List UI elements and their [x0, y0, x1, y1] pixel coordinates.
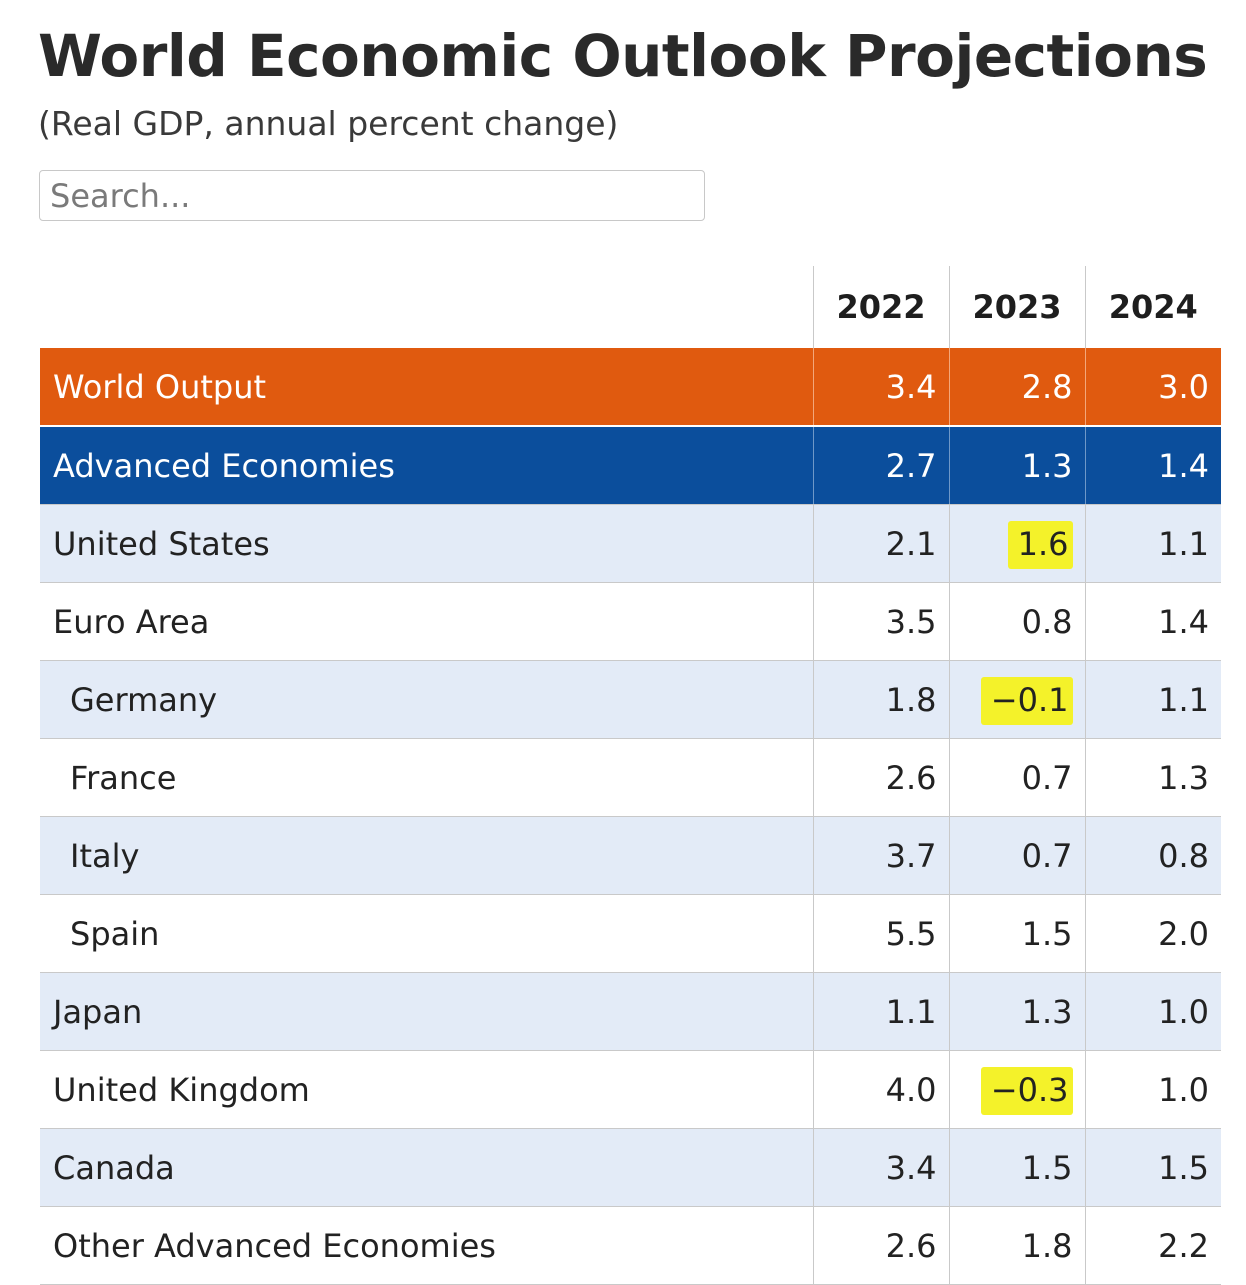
- page-subtitle: (Real GDP, annual percent change): [38, 104, 619, 143]
- table-row-advanced-economies: Advanced Economies 2.7 1.3 1.4: [40, 426, 1221, 505]
- table-row-world-output: World Output 3.4 2.8 3.0: [40, 348, 1221, 427]
- table-header-row: 2022 2023 2024: [40, 266, 1221, 348]
- row-name: Japan: [40, 972, 813, 1051]
- row-name: Italy: [40, 816, 813, 895]
- value-2023: 1.3: [948, 972, 1085, 1051]
- value-2022: 2.7: [812, 426, 949, 505]
- value-2022: 3.5: [812, 582, 949, 661]
- value-2023: 0.7: [948, 738, 1085, 817]
- table-row-euro-area: Euro Area 3.5 0.8 1.4: [40, 582, 1221, 661]
- value-2022: 3.4: [812, 1128, 949, 1207]
- row-name: United Kingdom: [40, 1050, 813, 1129]
- row-name: France: [40, 738, 813, 817]
- header-2023[interactable]: 2023: [948, 266, 1085, 348]
- value-2023: 1.8: [948, 1206, 1085, 1285]
- value-2023: 0.7: [948, 816, 1085, 895]
- header-2022[interactable]: 2022: [812, 266, 949, 348]
- row-name: Advanced Economies: [40, 426, 813, 505]
- highlighted-value: 1.6: [1007, 520, 1073, 569]
- value-2023: 1.6: [948, 504, 1085, 583]
- value-2024: 0.8: [1084, 816, 1221, 895]
- value-2023: 2.8: [948, 348, 1085, 427]
- table-row-united-kingdom: United Kingdom 4.0 −0.3 1.0: [40, 1050, 1221, 1129]
- row-name: World Output: [40, 348, 813, 427]
- projections-table-container: 2022 2023 2024 World Output 3.4 2.8 3.0 …: [40, 266, 1221, 1285]
- value-2023: 1.5: [948, 1128, 1085, 1207]
- highlighted-value: −0.3: [980, 1066, 1073, 1115]
- value-2024: 1.3: [1084, 738, 1221, 817]
- table-row-italy: Italy 3.7 0.7 0.8: [40, 816, 1221, 895]
- value-2022: 3.4: [812, 348, 949, 427]
- value-2023: 0.8: [948, 582, 1085, 661]
- value-2023: 1.3: [948, 426, 1085, 505]
- value-2024: 1.4: [1084, 426, 1221, 505]
- value-2022: 5.5: [812, 894, 949, 973]
- value-2023: −0.3: [948, 1050, 1085, 1129]
- search-input[interactable]: [39, 170, 705, 221]
- value-2022: 2.6: [812, 738, 949, 817]
- value-2024: 2.0: [1084, 894, 1221, 973]
- value-2024: 3.0: [1084, 348, 1221, 427]
- value-2023: 1.5: [948, 894, 1085, 973]
- row-name: Germany: [40, 660, 813, 739]
- value-2024: 1.0: [1084, 1050, 1221, 1129]
- value-2024: 1.1: [1084, 660, 1221, 739]
- row-name: Euro Area: [40, 582, 813, 661]
- value-2024: 1.4: [1084, 582, 1221, 661]
- row-name: Other Advanced Economies: [40, 1206, 813, 1285]
- table-row-japan: Japan 1.1 1.3 1.0: [40, 972, 1221, 1051]
- row-name: United States: [40, 504, 813, 583]
- value-2022: 2.1: [812, 504, 949, 583]
- value-2024: 1.0: [1084, 972, 1221, 1051]
- value-2023: −0.1: [948, 660, 1085, 739]
- value-2022: 1.8: [812, 660, 949, 739]
- header-2024[interactable]: 2024: [1084, 266, 1221, 348]
- table-row-germany: Germany 1.8 −0.1 1.1: [40, 660, 1221, 739]
- value-2024: 1.1: [1084, 504, 1221, 583]
- table-row-france: France 2.6 0.7 1.3: [40, 738, 1221, 817]
- projections-table: 2022 2023 2024 World Output 3.4 2.8 3.0 …: [40, 266, 1221, 1285]
- table-row-united-states: United States 2.1 1.6 1.1: [40, 504, 1221, 583]
- table-row-other-advanced-economies: Other Advanced Economies 2.6 1.8 2.2: [40, 1206, 1221, 1285]
- value-2022: 4.0: [812, 1050, 949, 1129]
- value-2024: 1.5: [1084, 1128, 1221, 1207]
- value-2022: 3.7: [812, 816, 949, 895]
- table-row-canada: Canada 3.4 1.5 1.5: [40, 1128, 1221, 1207]
- row-name: Canada: [40, 1128, 813, 1207]
- page-title: World Economic Outlook Projections: [38, 22, 1208, 90]
- table-row-spain: Spain 5.5 1.5 2.0: [40, 894, 1221, 973]
- value-2022: 2.6: [812, 1206, 949, 1285]
- header-country: [40, 266, 813, 348]
- value-2024: 2.2: [1084, 1206, 1221, 1285]
- highlighted-value: −0.1: [980, 676, 1073, 725]
- value-2022: 1.1: [812, 972, 949, 1051]
- row-name: Spain: [40, 894, 813, 973]
